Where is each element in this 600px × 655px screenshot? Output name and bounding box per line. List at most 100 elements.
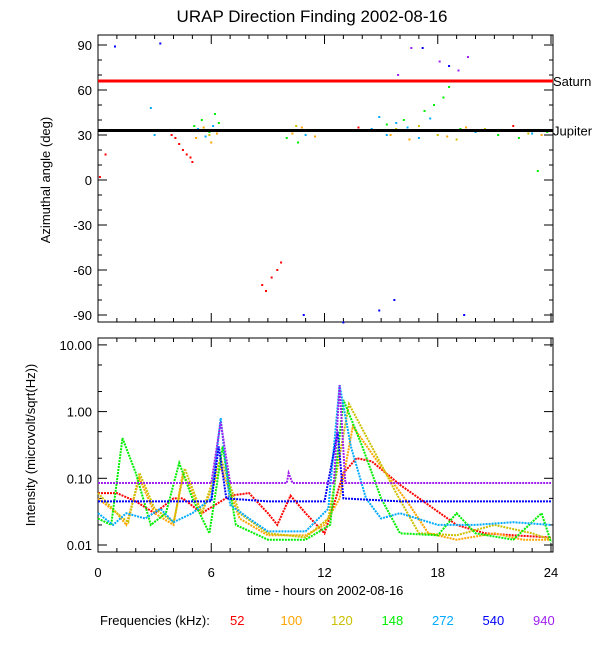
data-point-272 [406,126,409,129]
data-point-540 [159,42,162,45]
x-tick-label: 6 [208,565,215,580]
data-point-148 [442,96,445,99]
data-point-540 [421,47,424,49]
y-tick-label: 0 [85,173,92,188]
y-tick-label: 0.01 [67,538,92,553]
data-point-100 [210,141,213,144]
data-point-540 [378,309,381,312]
data-point-540 [448,65,451,67]
data-point-100 [300,126,303,129]
y-tick-label: -90 [73,308,92,323]
data-point-52 [512,125,515,127]
top-y-axis-label: Azimuthal angle (deg) [38,117,53,243]
legend-item-148: 148 [382,613,404,628]
data-point-100 [408,138,411,141]
data-point-272 [149,107,152,109]
azimuth-panel: 90 60 30 0 -30 -60 -90 Saturn Jupiter [73,34,593,324]
data-point-120 [527,132,530,135]
data-point-940 [438,60,441,63]
data-point-272 [204,135,207,138]
data-point-52 [181,149,184,151]
data-point-148 [193,125,196,127]
y-tick-label: 1.00 [67,405,92,420]
data-point-120 [417,125,420,127]
data-point-120 [455,138,458,141]
y-tick-label: 60 [78,83,92,98]
legend-item-940: 940 [533,613,555,628]
data-point-52 [264,290,267,292]
data-point-540 [463,314,466,316]
data-point-148 [448,86,451,88]
series-line-120 [97,400,552,541]
data-point-52 [189,156,192,159]
intensity-panel: 10.00 1.00 0.10 0.010 6 12 18 24 [59,337,558,580]
data-point-940 [466,56,469,58]
x-tick-label: 24 [544,565,558,580]
data-point-940 [397,74,400,76]
data-point-272 [531,132,534,135]
series-line-540 [98,431,551,503]
data-point-52 [261,284,264,286]
data-point-940 [457,69,460,72]
data-point-540 [113,45,116,48]
x-tick-label: 18 [431,565,445,580]
data-point-272 [378,116,381,118]
data-point-148 [423,110,426,112]
y-tick-label: 30 [78,128,92,143]
data-point-540 [342,321,345,324]
data-point-52 [185,153,188,156]
data-point-540 [393,299,396,301]
data-point-272 [395,122,398,124]
y-tick-label: 10.00 [59,338,92,353]
reference-label-jupiter: Jupiter [553,124,593,139]
data-point-100 [540,134,543,136]
data-point-100 [446,135,449,138]
data-point-148 [497,134,500,136]
data-point-100 [215,132,218,135]
y-tick-label: 0.10 [67,471,92,486]
data-point-52 [280,261,283,264]
data-point-52 [357,126,360,129]
series-line-272 [97,384,552,533]
data-point-52 [174,137,177,139]
data-point-52 [178,143,181,145]
data-point-272 [212,125,215,127]
x-tick-label: 12 [317,565,331,580]
data-point-272 [385,134,388,136]
data-point-52 [170,134,173,136]
data-point-148 [200,119,203,121]
chart-title: URAP Direction Finding 2002-08-16 [177,7,448,26]
data-point-148 [385,123,388,126]
data-point-540 [302,314,305,316]
y-tick-label: -60 [73,263,92,278]
y-tick-label: -30 [73,218,92,233]
data-point-148 [517,137,520,139]
reference-label-saturn: Saturn [553,74,591,89]
legend-item-540: 540 [483,613,505,628]
legend-item-52: 52 [230,613,244,628]
data-point-100 [314,135,317,138]
data-point-148 [217,122,220,124]
x-tick-label: 0 [94,565,101,580]
legend-item-120: 120 [331,613,353,628]
data-point-148 [297,141,300,144]
data-point-52 [104,153,107,156]
data-point-52 [98,176,101,178]
data-point-272 [417,137,420,139]
data-point-100 [202,126,205,129]
data-point-52 [191,161,194,163]
legend-item-272: 272 [432,613,454,628]
data-point-100 [291,132,294,135]
data-point-52 [270,276,273,279]
legend-item-100: 100 [281,613,303,628]
data-point-52 [276,269,279,271]
data-point-272 [153,134,156,136]
data-point-148 [536,170,539,172]
top-plot-frame [97,34,554,323]
data-point-272 [304,134,307,136]
x-axis-label: time - hours on 2002-08-16 [247,583,404,598]
data-point-120 [208,134,211,136]
data-point-100 [195,137,198,139]
data-point-272 [429,117,432,120]
